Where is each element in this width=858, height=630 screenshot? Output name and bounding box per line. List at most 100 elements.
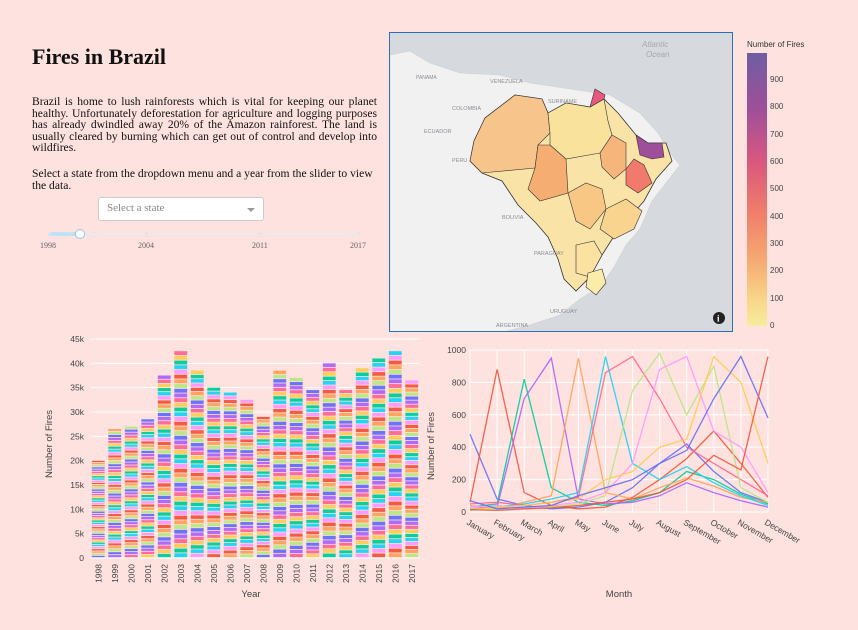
bar-segment[interactable] [91, 515, 105, 518]
bar-segment[interactable] [240, 407, 254, 410]
bar-segment[interactable] [355, 480, 369, 484]
bar-segment[interactable] [157, 479, 171, 483]
bar-segment[interactable] [141, 504, 155, 507]
bar-segment[interactable] [289, 402, 303, 406]
bar-segment[interactable] [240, 529, 254, 533]
bar-segment[interactable] [405, 485, 419, 489]
info-icon[interactable] [713, 312, 725, 324]
bar-segment[interactable] [388, 435, 402, 440]
bar-segment[interactable] [289, 459, 303, 464]
bar-segment[interactable] [306, 474, 320, 478]
bar-segment[interactable] [108, 461, 122, 464]
bar-segment[interactable] [141, 472, 155, 476]
bar-segment[interactable] [141, 431, 155, 435]
bar-segment[interactable] [273, 498, 287, 502]
bar-segment[interactable] [256, 423, 270, 426]
bar-segment[interactable] [91, 542, 105, 544]
bar-segment[interactable] [91, 489, 105, 491]
bar-segment[interactable] [108, 508, 122, 511]
bar-segment[interactable] [91, 482, 105, 485]
bar-segment[interactable] [174, 426, 188, 431]
bar-segment[interactable] [306, 496, 320, 500]
bar-segment[interactable] [306, 462, 320, 466]
bar-segment[interactable] [322, 447, 336, 452]
bar-segment[interactable] [273, 374, 287, 379]
bar-segment[interactable] [207, 387, 221, 391]
bar-segment[interactable] [157, 446, 171, 450]
bar-segment[interactable] [273, 464, 287, 468]
bar-segment[interactable] [141, 542, 155, 545]
bar-segment[interactable] [289, 492, 303, 496]
bar-segment[interactable] [141, 554, 155, 558]
bar-segment[interactable] [174, 407, 188, 412]
bar-segment[interactable] [240, 507, 254, 511]
bar-segment[interactable] [91, 498, 105, 500]
bar-segment[interactable] [240, 428, 254, 432]
bar-segment[interactable] [108, 487, 122, 490]
bar-segment[interactable] [256, 532, 270, 535]
bar-segment[interactable] [207, 515, 221, 519]
bar-segment[interactable] [405, 400, 419, 404]
bar-segment[interactable] [339, 493, 353, 497]
bar-segment[interactable] [223, 433, 237, 437]
bar-segment[interactable] [174, 487, 188, 492]
bar-segment[interactable] [190, 523, 204, 528]
bar-segment[interactable] [174, 529, 188, 534]
bar-segment[interactable] [306, 466, 320, 470]
bar-segment[interactable] [141, 463, 155, 466]
bar-segment[interactable] [223, 550, 237, 554]
bar-segment[interactable] [273, 413, 287, 417]
bar-segment[interactable] [157, 450, 171, 454]
bar-segment[interactable] [240, 403, 254, 407]
bar-segment[interactable] [190, 430, 204, 434]
bar-segment[interactable] [141, 453, 155, 457]
bar-segment[interactable] [256, 541, 270, 545]
bar-segment[interactable] [256, 420, 270, 423]
bar-segment[interactable] [306, 458, 320, 462]
bar-segment[interactable] [289, 439, 303, 443]
bar-segment[interactable] [256, 468, 270, 471]
bar-segment[interactable] [306, 454, 320, 458]
bar-segment[interactable] [174, 388, 188, 393]
bar-segment[interactable] [157, 375, 171, 379]
bar-segment[interactable] [124, 528, 138, 531]
bar-segment[interactable] [273, 468, 287, 473]
bar-segment[interactable] [339, 489, 353, 493]
bar-segment[interactable] [141, 548, 155, 551]
bar-segment[interactable] [108, 499, 122, 502]
bar-segment[interactable] [372, 376, 386, 381]
bar-segment[interactable] [207, 550, 221, 554]
bar-segment[interactable] [339, 512, 353, 516]
bar-segment[interactable] [223, 554, 237, 558]
bar-segment[interactable] [322, 473, 336, 478]
bar-segment[interactable] [190, 404, 204, 409]
bar-segment[interactable] [273, 545, 287, 549]
bar-segment[interactable] [405, 481, 419, 485]
bar-segment[interactable] [289, 427, 303, 431]
bar-segment[interactable] [108, 449, 122, 452]
bar-segment[interactable] [322, 434, 336, 438]
bar-segment[interactable] [388, 478, 402, 482]
bar-segment[interactable] [388, 398, 402, 403]
bar-segment[interactable] [289, 480, 303, 484]
bar-segment[interactable] [207, 542, 221, 546]
chevron-down-icon[interactable] [247, 208, 255, 212]
bar-segment[interactable] [207, 511, 221, 515]
bar-segment[interactable] [355, 419, 369, 424]
bar-segment[interactable] [339, 523, 353, 527]
bar-segment[interactable] [207, 437, 221, 442]
bar-segment[interactable] [355, 450, 369, 454]
bar-segment[interactable] [240, 435, 254, 439]
bar-segment[interactable] [157, 545, 171, 549]
bar-segment[interactable] [289, 455, 303, 459]
bar-segment[interactable] [141, 501, 155, 504]
bar-segment[interactable] [322, 367, 336, 372]
bar-segment[interactable] [388, 431, 402, 435]
bar-segment[interactable] [273, 451, 287, 455]
bar-segment[interactable] [273, 438, 287, 443]
bar-segment[interactable] [124, 492, 138, 495]
bar-segment[interactable] [223, 512, 237, 516]
state-amapa[interactable] [589, 88, 606, 108]
slider-mark-label[interactable]: 1998 [40, 241, 56, 250]
bar-segment[interactable] [141, 494, 155, 498]
